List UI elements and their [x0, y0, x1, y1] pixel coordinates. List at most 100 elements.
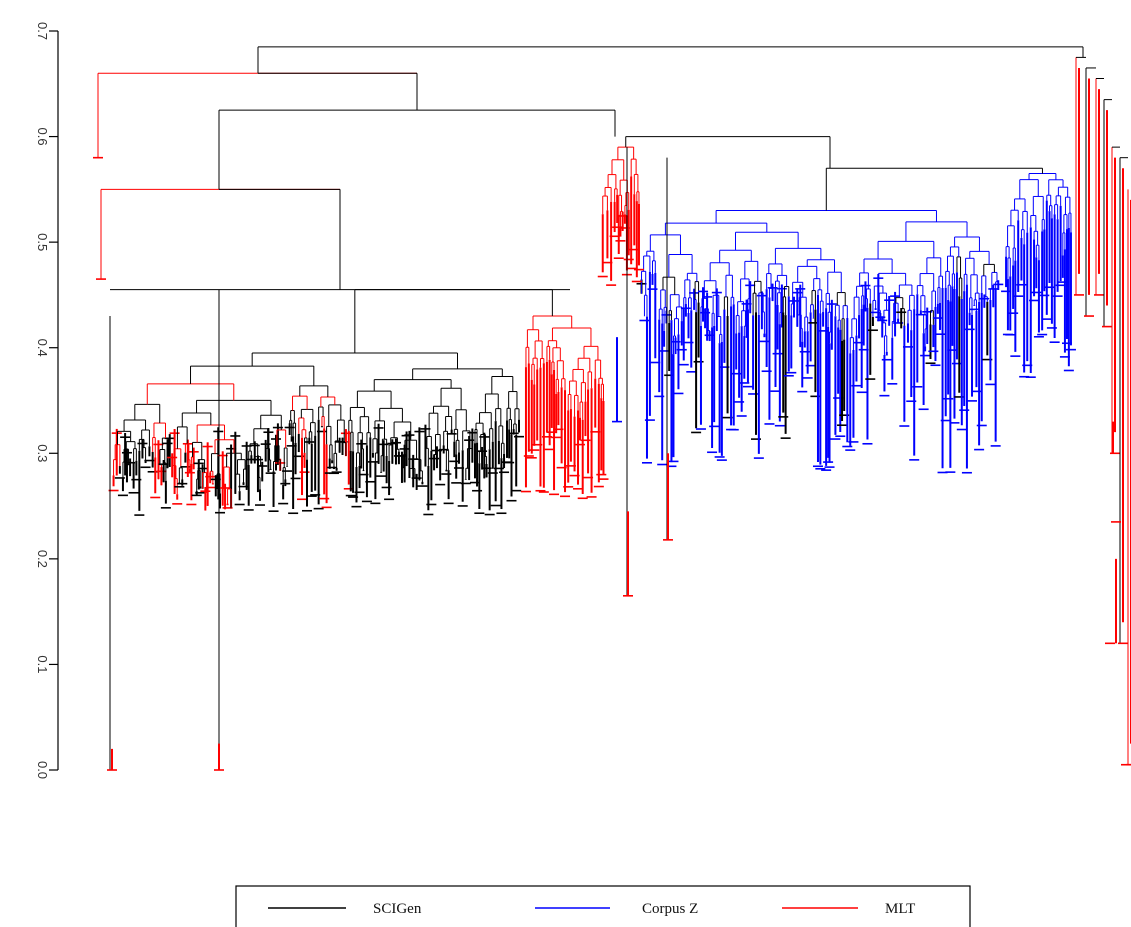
- dendrogram-link: [163, 462, 167, 483]
- dendrogram-link: [660, 289, 666, 310]
- dendrogram-link: [424, 447, 429, 467]
- dendrogram-link: [744, 260, 759, 282]
- dendrogram-link: [700, 306, 704, 326]
- dendrogram-link: [651, 260, 656, 274]
- dendrogram-link: [551, 327, 592, 347]
- dendrogram-link: [329, 444, 333, 461]
- dendrogram-link: [401, 467, 406, 483]
- dendrogram-link: [556, 360, 564, 380]
- y-axis: 0.0 0.1 0.2 0.3 0.4 0.5 0.6 0.7: [35, 22, 59, 779]
- dendrogram-link: [970, 274, 978, 298]
- dendrogram-link: [672, 335, 676, 355]
- dendrogram-link: [983, 263, 995, 276]
- dendrogram-link: [754, 280, 762, 294]
- dendrogram-link: [455, 409, 467, 431]
- dendrogram-link: [455, 439, 460, 455]
- dendrogram-link: [579, 401, 584, 420]
- dendrogram-link: [949, 246, 960, 257]
- dendrogram-link: [766, 273, 772, 290]
- dendrogram-link: [693, 299, 697, 313]
- dendrogram-link: [355, 452, 361, 468]
- dendrogram-link: [1032, 195, 1044, 220]
- dendrogram-link: [1014, 198, 1026, 212]
- dendrogram-link: [569, 380, 577, 396]
- dendrogram-link: [841, 318, 845, 341]
- dendrogram-link: [101, 188, 341, 290]
- dendrogram-link: [555, 378, 559, 394]
- y-tick-label: 0.0: [35, 761, 50, 779]
- dendrogram-link: [300, 408, 314, 423]
- dendrogram-link: [349, 406, 365, 421]
- dendrogram-link: [157, 464, 162, 486]
- dendrogram-link: [277, 459, 281, 471]
- dendrogram-link: [328, 404, 342, 427]
- dendrogram-link: [292, 395, 308, 411]
- dendrogram-link: [167, 456, 171, 469]
- legend: SCIGen Corpus Z MLT: [235, 885, 971, 927]
- dendrogram-link: [298, 417, 305, 434]
- dendrogram-link: [125, 441, 136, 450]
- y-tick-label: 0.1: [35, 655, 50, 673]
- dendrogram-link: [598, 377, 603, 385]
- dendrogram-link: [752, 292, 757, 316]
- y-tick-label: 0.2: [35, 550, 50, 568]
- dendrogram-link: [958, 277, 963, 299]
- dendrogram-link: [684, 279, 691, 298]
- y-tick-label: 0.4: [35, 339, 50, 357]
- dendrogram-link: [187, 459, 191, 478]
- legend-label: MLT: [885, 901, 915, 917]
- dendrogram-link: [1028, 173, 1057, 180]
- dendrogram-link: [356, 390, 392, 409]
- dendrogram-link: [863, 258, 893, 274]
- dendrogram-link: [465, 467, 470, 481]
- dendrogram-link: [782, 296, 787, 316]
- dendrogram-link: [842, 305, 848, 319]
- dendrogram-link: [740, 278, 750, 302]
- dendrogram-link: [719, 249, 752, 263]
- dendrogram-link: [813, 278, 821, 291]
- dendrogram-link: [633, 173, 639, 195]
- dendrogram-link: [412, 368, 503, 380]
- dendrogram-link: [359, 416, 370, 433]
- dendrogram-link: [761, 311, 765, 334]
- dendrogram-link: [916, 285, 924, 296]
- y-tick-label: 0.5: [35, 233, 50, 251]
- dendrogram-link: [380, 455, 385, 473]
- dendrogram-link: [190, 365, 315, 386]
- dendrogram-link: [924, 328, 928, 347]
- dendrogram-link: [526, 329, 540, 348]
- dendrogram-link: [827, 271, 842, 294]
- dendrogram-link: [310, 422, 316, 436]
- dendrogram-link: [209, 470, 214, 485]
- dendrogram-link: [836, 292, 846, 306]
- dendrogram-link: [1007, 257, 1011, 280]
- dendrogram-link: [258, 465, 263, 482]
- dendrogram-link: [433, 454, 438, 471]
- dendrogram-link: [617, 146, 635, 160]
- dendrogram-link: [432, 405, 450, 417]
- dendrogram-link: [1007, 225, 1015, 248]
- dendrogram-link: [804, 316, 809, 332]
- dendrogram-link: [506, 407, 511, 421]
- dendrogram-link: [711, 312, 715, 328]
- dendrogram-link: [567, 394, 572, 411]
- dendrogram-link: [534, 340, 543, 359]
- dendrogram-link: [428, 412, 439, 437]
- dendrogram-link: [587, 371, 593, 390]
- dendrogram-link: [479, 412, 492, 429]
- dendrogram-link: [919, 273, 935, 292]
- dendrogram-link: [484, 393, 499, 413]
- dendrogram-link: [289, 419, 293, 437]
- dendrogram-link: [580, 382, 586, 403]
- dendrogram-link: [222, 487, 226, 510]
- dendrogram-link: [974, 292, 980, 303]
- dendrogram-link: [546, 345, 551, 362]
- dendrogram-link: [643, 294, 648, 317]
- dendrogram-link: [607, 174, 617, 189]
- dendrogram-link: [819, 300, 824, 314]
- dendrogram-link: [673, 318, 679, 336]
- dendrogram-link: [372, 438, 378, 453]
- dendrogram-link: [891, 320, 896, 338]
- y-tick-label: 0.6: [35, 128, 50, 146]
